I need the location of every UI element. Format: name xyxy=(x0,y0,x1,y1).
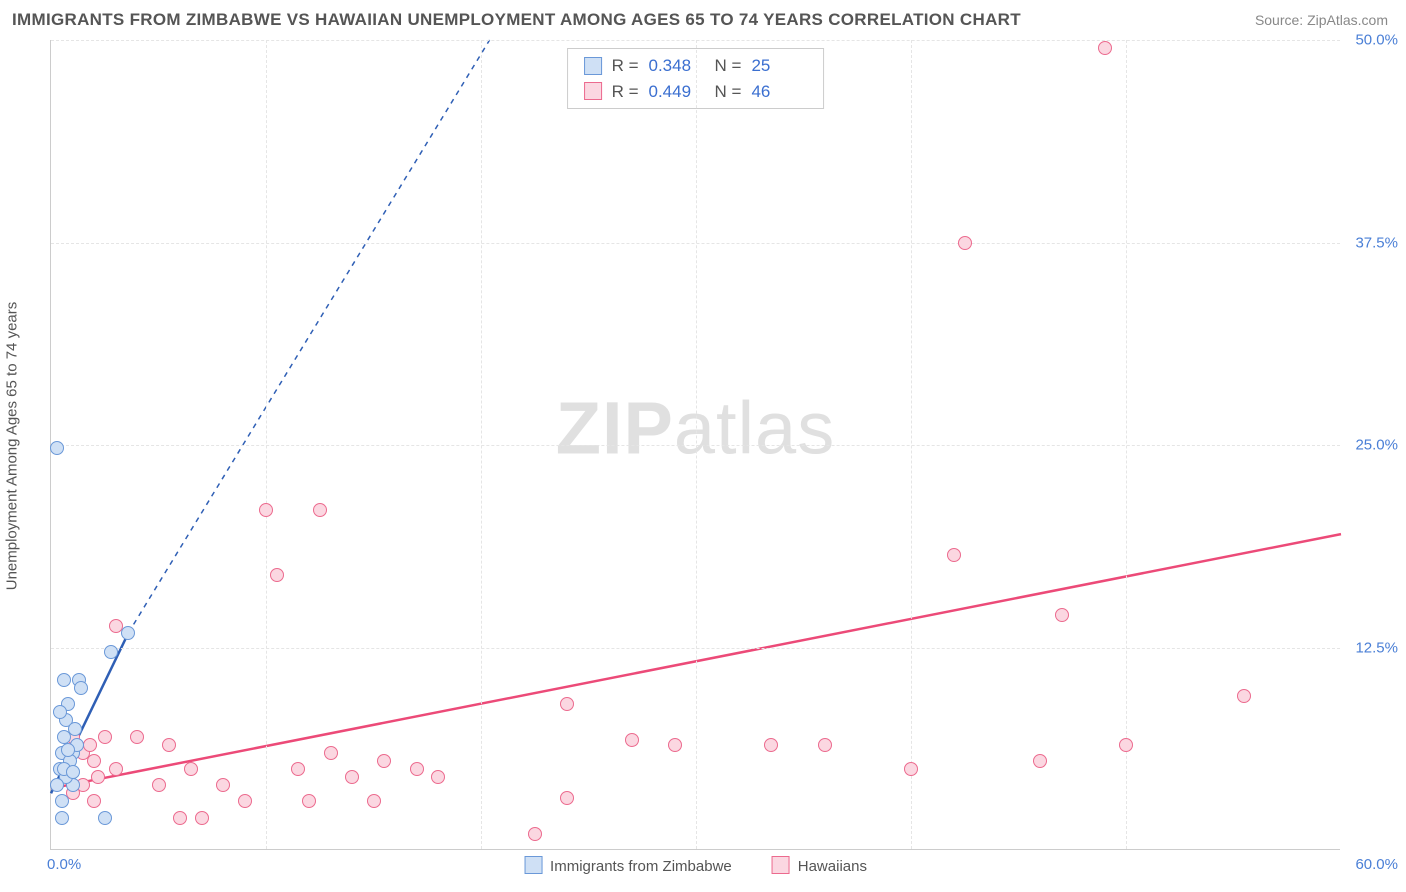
data-point-hawaiians xyxy=(83,738,97,752)
data-point-hawaiians xyxy=(668,738,682,752)
legend-item-hawaiians: Hawaiians xyxy=(772,856,867,875)
source-attribution: Source: ZipAtlas.com xyxy=(1255,12,1388,28)
data-point-hawaiians xyxy=(1055,608,1069,622)
data-point-zimbabwe xyxy=(121,626,135,640)
data-point-zimbabwe xyxy=(61,743,75,757)
data-point-hawaiians xyxy=(91,770,105,784)
data-point-hawaiians xyxy=(173,811,187,825)
y-tick-label: 37.5% xyxy=(1355,234,1398,251)
n-label: N = xyxy=(715,53,742,79)
data-point-hawaiians xyxy=(216,778,230,792)
data-point-hawaiians xyxy=(1033,754,1047,768)
swatch-zimbabwe-icon xyxy=(584,57,602,75)
data-point-hawaiians xyxy=(87,794,101,808)
swatch-zimbabwe-icon xyxy=(524,856,542,874)
series-legend: Immigrants from Zimbabwe Hawaiians xyxy=(524,856,867,875)
legend-item-zimbabwe: Immigrants from Zimbabwe xyxy=(524,856,732,875)
data-point-hawaiians xyxy=(764,738,778,752)
grid-line-v xyxy=(911,40,912,849)
data-point-zimbabwe xyxy=(50,441,64,455)
data-point-zimbabwe xyxy=(55,794,69,808)
data-point-hawaiians xyxy=(560,697,574,711)
y-tick-label: 50.0% xyxy=(1355,32,1398,49)
data-point-zimbabwe xyxy=(98,811,112,825)
data-point-hawaiians xyxy=(410,762,424,776)
data-point-zimbabwe xyxy=(50,778,64,792)
data-point-hawaiians xyxy=(152,778,166,792)
data-point-hawaiians xyxy=(109,619,123,633)
data-point-zimbabwe xyxy=(104,645,118,659)
scatter-plot-area: ZIPatlas R = 0.348 N = 25 R = 0.449 N = … xyxy=(50,40,1340,850)
data-point-hawaiians xyxy=(367,794,381,808)
data-point-zimbabwe xyxy=(53,705,67,719)
grid-line-v xyxy=(696,40,697,849)
data-point-hawaiians xyxy=(1237,689,1251,703)
data-point-zimbabwe xyxy=(66,765,80,779)
n-label: N = xyxy=(715,79,742,105)
data-point-hawaiians xyxy=(947,548,961,562)
data-point-hawaiians xyxy=(625,733,639,747)
data-point-hawaiians xyxy=(313,503,327,517)
y-tick-label: 25.0% xyxy=(1355,437,1398,454)
data-point-hawaiians xyxy=(162,738,176,752)
data-point-hawaiians xyxy=(302,794,316,808)
data-point-hawaiians xyxy=(818,738,832,752)
data-point-hawaiians xyxy=(238,794,252,808)
grid-line-v xyxy=(266,40,267,849)
data-point-hawaiians xyxy=(184,762,198,776)
data-point-zimbabwe xyxy=(57,673,71,687)
data-point-hawaiians xyxy=(270,568,284,582)
data-point-hawaiians xyxy=(109,762,123,776)
y-axis-label: Unemployment Among Ages 65 to 74 years xyxy=(4,302,21,591)
r-label: R = xyxy=(612,53,639,79)
legend-label-zimbabwe: Immigrants from Zimbabwe xyxy=(550,858,732,875)
data-point-hawaiians xyxy=(904,762,918,776)
data-point-zimbabwe xyxy=(55,811,69,825)
x-tick-origin: 0.0% xyxy=(47,856,81,873)
data-point-hawaiians xyxy=(324,746,338,760)
data-point-hawaiians xyxy=(560,791,574,805)
swatch-hawaiians-icon xyxy=(584,82,602,100)
data-point-hawaiians xyxy=(291,762,305,776)
data-point-hawaiians xyxy=(431,770,445,784)
data-point-hawaiians xyxy=(98,730,112,744)
data-point-zimbabwe xyxy=(68,722,82,736)
y-tick-label: 12.5% xyxy=(1355,639,1398,656)
data-point-zimbabwe xyxy=(74,681,88,695)
swatch-hawaiians-icon xyxy=(772,856,790,874)
chart-title: IMMIGRANTS FROM ZIMBABWE VS HAWAIIAN UNE… xyxy=(12,10,1021,30)
data-point-hawaiians xyxy=(345,770,359,784)
data-point-hawaiians xyxy=(130,730,144,744)
legend-label-hawaiians: Hawaiians xyxy=(798,858,867,875)
data-point-hawaiians xyxy=(528,827,542,841)
trend-line xyxy=(128,40,489,633)
data-point-hawaiians xyxy=(377,754,391,768)
grid-line-v xyxy=(481,40,482,849)
data-point-hawaiians xyxy=(1119,738,1133,752)
source-prefix: Source: xyxy=(1255,12,1307,28)
x-tick-max: 60.0% xyxy=(1355,856,1398,873)
data-point-hawaiians xyxy=(958,236,972,250)
data-point-hawaiians xyxy=(1098,41,1112,55)
data-point-hawaiians xyxy=(195,811,209,825)
n-value-zimbabwe: 25 xyxy=(751,53,807,79)
grid-line-v xyxy=(1126,40,1127,849)
r-label: R = xyxy=(612,79,639,105)
data-point-hawaiians xyxy=(259,503,273,517)
source-link[interactable]: ZipAtlas.com xyxy=(1307,12,1388,28)
n-value-hawaiians: 46 xyxy=(751,79,807,105)
